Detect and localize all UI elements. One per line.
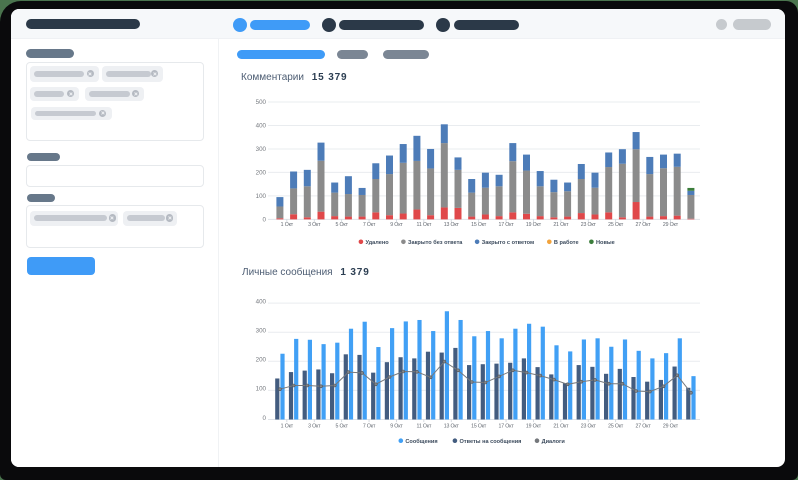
svg-text:0: 0 [263,216,267,223]
svg-text:15 Окт: 15 Окт [471,222,487,228]
svg-text:25 Окт: 25 Окт [608,424,624,430]
svg-text:13 Окт: 13 Окт [444,222,460,228]
svg-text:27 Окт: 27 Окт [636,424,652,430]
svg-text:25 Окт: 25 Окт [608,222,624,228]
svg-text:27 Окт: 27 Окт [636,222,652,228]
svg-text:0: 0 [263,415,267,422]
svg-text:13 Окт: 13 Окт [444,424,460,430]
svg-text:5 Окт: 5 Окт [335,424,348,430]
svg-text:Закрыто с ответом: Закрыто с ответом [482,240,534,246]
svg-text:17 Окт: 17 Окт [499,424,515,430]
svg-text:Удалено: Удалено [366,240,390,246]
svg-text:100: 100 [256,386,267,393]
svg-text:7 Окт: 7 Окт [363,424,376,430]
svg-text:Диалоги: Диалоги [542,439,566,445]
svg-text:5 Окт: 5 Окт [335,222,348,228]
svg-text:Ответы на сообщения: Ответы на сообщения [460,438,522,445]
svg-text:3 Окт: 3 Окт [308,222,321,228]
svg-text:Сообщения: Сообщения [405,438,437,445]
svg-text:200: 200 [256,357,267,364]
svg-text:21 Окт: 21 Окт [553,222,569,228]
svg-text:11 Окт: 11 Окт [417,222,432,228]
svg-text:Новые: Новые [596,240,615,246]
svg-text:100: 100 [256,193,267,200]
svg-text:1 Окт: 1 Окт [281,424,294,430]
svg-text:300: 300 [256,146,267,153]
svg-text:9 Окт: 9 Окт [390,424,403,430]
svg-text:1 Окт: 1 Окт [281,222,294,228]
svg-text:7 Окт: 7 Окт [363,222,376,228]
svg-text:21 Окт: 21 Окт [553,424,569,430]
svg-text:В работе: В работе [554,239,579,246]
svg-text:15 Окт: 15 Окт [471,424,487,430]
svg-text:400: 400 [256,122,267,129]
svg-text:200: 200 [256,169,267,176]
svg-text:300: 300 [256,328,267,335]
svg-text:29 Окт: 29 Окт [663,424,679,430]
svg-text:17 Окт: 17 Окт [499,222,515,228]
svg-text:29 Окт: 29 Окт [663,222,679,228]
svg-text:400: 400 [256,298,267,305]
svg-text:3 Окт: 3 Окт [308,424,321,430]
svg-text:11 Окт: 11 Окт [417,424,432,430]
svg-text:19 Окт: 19 Окт [526,222,542,228]
svg-text:23 Окт: 23 Окт [581,222,597,228]
svg-text:19 Окт: 19 Окт [526,424,542,430]
svg-text:9 Окт: 9 Окт [390,222,403,228]
svg-text:Закрыто без ответа: Закрыто без ответа [408,239,463,246]
svg-text:23 Окт: 23 Окт [581,424,597,430]
svg-text:500: 500 [256,99,267,106]
